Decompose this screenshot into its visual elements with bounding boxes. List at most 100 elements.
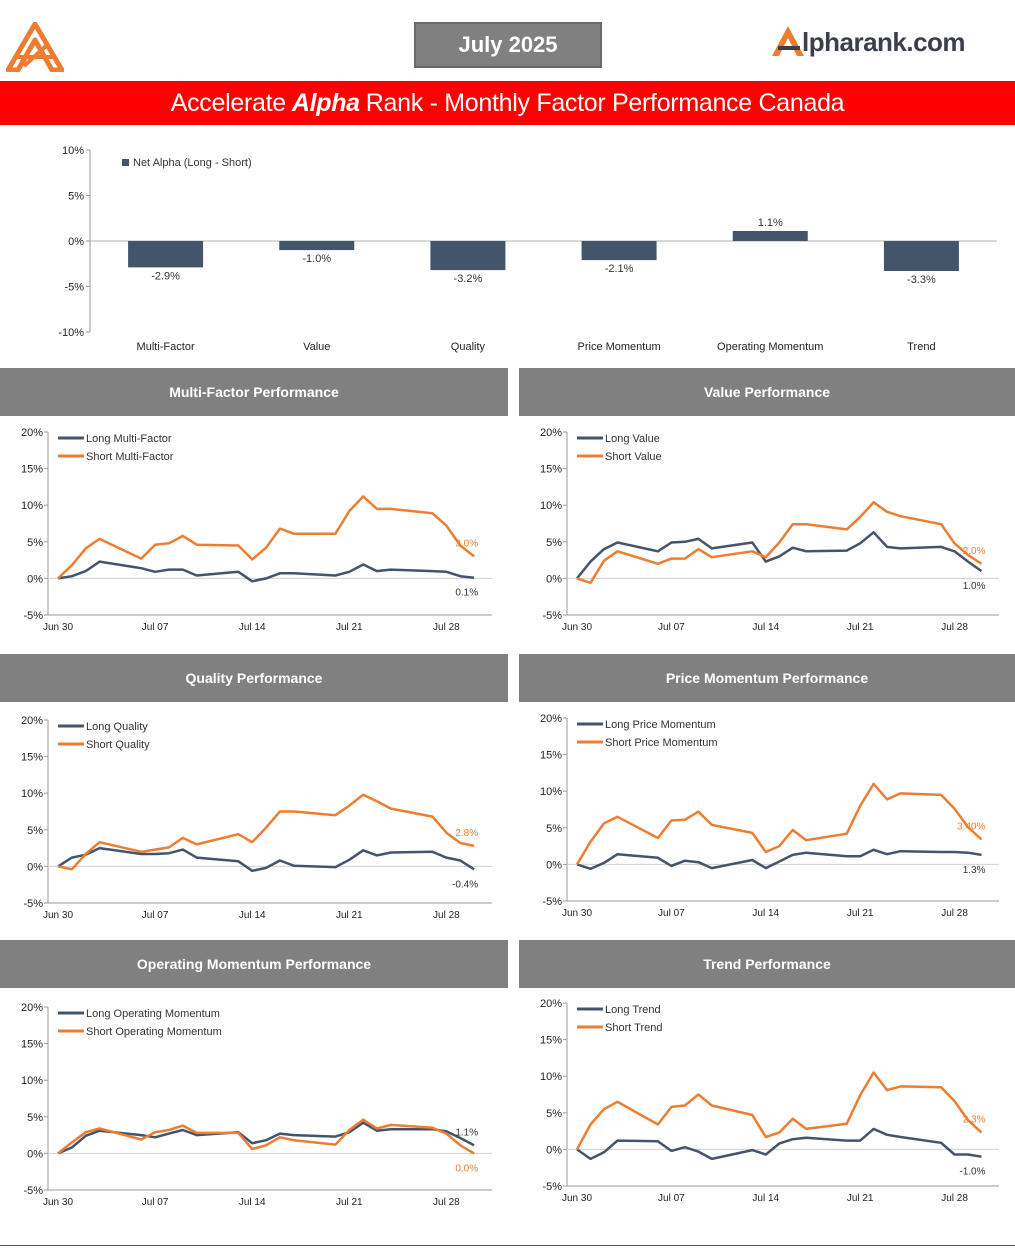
multi-factor-line-chart: 20% 15% 10% 5% 0% -5%Jun 30 Jul 07 Jul 14 Jul 21… (21, 427, 492, 633)
legend-label: Long Quality (86, 721, 148, 733)
brand-logo[interactable]: lpharank.com (770, 24, 966, 60)
x-tick-label: Jul 14 (752, 908, 779, 919)
long-end-label: 1.1% (455, 1127, 478, 1138)
x-tick-label: Jun 30 (43, 622, 73, 633)
y-tick-label: -5% (23, 1185, 43, 1197)
y-tick-label: 5% (546, 1108, 562, 1120)
y-tick-label: 20% (540, 713, 562, 725)
brand-name: lpharank.com (802, 26, 966, 57)
x-tick-label: Jul 28 (941, 908, 968, 919)
x-tick-label: Jul 07 (658, 908, 685, 919)
short-end-label: 0.0% (455, 1163, 478, 1174)
legend-label: Short Price Momentum (605, 737, 717, 749)
x-tick-label: Jul 21 (847, 1193, 874, 1204)
x-tick-label: Jul 28 (433, 1197, 460, 1208)
net-category-label: Price Momentum (578, 341, 661, 353)
x-tick-label: Jul 21 (847, 622, 874, 633)
net-category-label: Operating Momentum (717, 341, 823, 353)
trend-line-chart: 20% 15% 10% 5% 0% -5%Jun 30 Jul 07 Jul 14 Jul 21… (540, 998, 999, 1204)
legend-label: Long Trend (605, 1004, 661, 1016)
banner-prefix: Accelerate (170, 88, 286, 117)
y-tick-label: 0% (546, 573, 562, 585)
x-tick-label: Jul 14 (239, 622, 266, 633)
y-tick-label: 0% (27, 1148, 43, 1160)
banner-bold: Alpha (291, 88, 360, 117)
x-tick-label: Jul 21 (336, 910, 363, 921)
quality-section-header: Quality Performance (0, 654, 508, 702)
price-momentum-line-chart: 20% 15% 10% 5% 0% -5%Jun 30 Jul 07 Jul 14 Jul 21… (540, 713, 999, 919)
y-tick-label: 10% (540, 500, 562, 512)
y-tick-label: 20% (540, 427, 562, 439)
short-end-label: 2.3% (963, 1115, 986, 1126)
x-tick-label: Jul 28 (433, 622, 460, 633)
x-tick-label: Jul 21 (847, 908, 874, 919)
x-tick-label: Jul 21 (336, 622, 363, 633)
net-category-label: Trend (907, 341, 935, 353)
short-end-label: 2.0% (963, 546, 986, 557)
net-y-tick-label: 5% (68, 191, 84, 203)
short-end-label: 3.0% (455, 538, 478, 549)
x-tick-label: Jun 30 (43, 910, 73, 921)
y-tick-label: -5% (542, 1181, 562, 1193)
net-bar (128, 241, 204, 268)
trend-section-header: Trend Performance (519, 940, 1015, 988)
y-tick-label: -5% (23, 610, 43, 622)
net-category-label: Quality (451, 341, 486, 353)
y-tick-label: 15% (21, 464, 43, 476)
y-tick-label: 0% (27, 861, 43, 873)
y-tick-label: -5% (542, 896, 562, 908)
y-tick-label: -5% (542, 610, 562, 622)
y-tick-label: -5% (23, 898, 43, 910)
net-legend-swatch (122, 159, 129, 166)
net-bar (430, 241, 506, 271)
net-bar (279, 241, 355, 251)
short-series-line (57, 793, 475, 871)
net-category-label: Multi-Factor (137, 341, 195, 353)
long-series-line (576, 1127, 982, 1161)
x-tick-label: Jul 21 (336, 1197, 363, 1208)
y-tick-label: 15% (21, 752, 43, 764)
legend-label: Short Quality (86, 739, 150, 751)
x-tick-label: Jun 30 (562, 908, 592, 919)
x-tick-label: Jul 28 (941, 622, 968, 633)
x-tick-label: Jul 14 (752, 1193, 779, 1204)
net-y-tick-label: -10% (58, 327, 84, 339)
long-series-line (576, 848, 982, 871)
legend-label: Short Multi-Factor (86, 451, 174, 463)
short-series-line (575, 782, 983, 866)
y-tick-label: 10% (21, 1075, 43, 1087)
net-y-tick-label: -5% (64, 282, 84, 294)
x-tick-label: Jun 30 (43, 1197, 73, 1208)
x-tick-label: Jul 28 (941, 1193, 968, 1204)
x-tick-label: Jul 07 (142, 910, 169, 921)
short-series-line (576, 501, 983, 585)
y-tick-label: 10% (21, 788, 43, 800)
x-tick-label: Jul 07 (658, 1193, 685, 1204)
y-tick-label: 0% (546, 859, 562, 871)
y-tick-label: 0% (546, 1144, 562, 1156)
net-y-tick-label: 0% (68, 236, 84, 248)
long-series-line (576, 531, 983, 580)
y-tick-label: 20% (21, 1002, 43, 1014)
y-tick-label: 5% (27, 537, 43, 549)
net-bar-value-label: -2.1% (605, 263, 634, 275)
multi-factor-section-header: Multi-Factor Performance (0, 368, 508, 416)
legend-label: Long Value (605, 433, 660, 445)
y-tick-label: 5% (27, 1112, 43, 1124)
operating-momentum-line-chart: 20% 15% 10% 5% 0% -5%Jun 30 Jul 07 Jul 14 Jul 21… (21, 1002, 492, 1208)
y-tick-label: 0% (27, 573, 43, 585)
legend-label: Short Value (605, 451, 662, 463)
y-tick-label: 10% (540, 786, 562, 798)
y-tick-label: 5% (546, 823, 562, 835)
short-end-label: 3.40% (957, 822, 985, 833)
long-series-line (57, 560, 475, 583)
price-momentum-section-header: Price Momentum Performance (519, 654, 1015, 702)
net-bar-value-label: -2.9% (151, 270, 180, 282)
net-bar-value-label: -3.3% (907, 274, 936, 286)
y-tick-label: 15% (540, 464, 562, 476)
accelerate-logo (6, 22, 64, 72)
x-tick-label: Jul 28 (433, 910, 460, 921)
y-tick-label: 5% (546, 537, 562, 549)
net-bar (581, 241, 657, 261)
report-month: July 2025 (414, 22, 602, 68)
